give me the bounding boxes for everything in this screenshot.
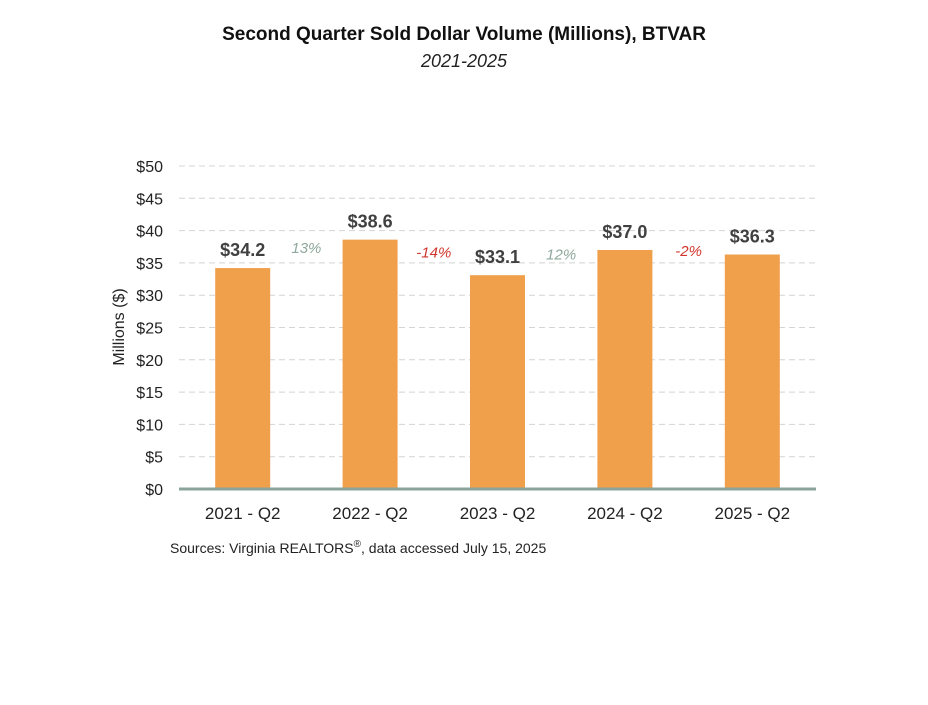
y-tick-label: $35 [136, 256, 163, 273]
change-label: 12% [546, 247, 576, 264]
change-label: -2% [675, 243, 702, 260]
bar [342, 239, 398, 489]
change-labels: 13% -14% 12% -2% [291, 240, 702, 263]
x-tick-label: 2023 - Q2 [460, 504, 536, 523]
bar [597, 249, 653, 489]
bar [724, 254, 780, 489]
y-tick-label: $25 [136, 321, 163, 338]
chart-subtitle: 2021-2025 [420, 51, 508, 71]
y-tick-label: $20 [136, 353, 163, 370]
y-tick-label: $45 [136, 191, 163, 208]
x-axis-ticks: 2021 - Q2 2022 - Q2 2023 - Q2 2024 - Q2 2025… [205, 504, 790, 523]
y-tick-label: $50 [136, 159, 163, 176]
y-tick-label: $0 [145, 482, 163, 499]
y-tick-label: $10 [136, 417, 163, 434]
bars [215, 239, 780, 489]
y-axis-label: Millions ($) [111, 288, 128, 365]
chart-title: Second Quarter Sold Dollar Volume (Milli… [222, 24, 706, 45]
source-note: Sources: Virginia REALTORS®, data access… [170, 539, 546, 556]
y-tick-label: $15 [136, 385, 163, 402]
y-tick-label: $30 [136, 288, 163, 305]
x-tick-label: 2021 - Q2 [205, 504, 281, 523]
change-label: -14% [416, 245, 451, 262]
y-tick-label: $40 [136, 224, 163, 241]
data-label: $38.6 [348, 212, 393, 232]
gridlines [179, 165, 816, 458]
data-label: $36.3 [730, 227, 775, 247]
y-axis-ticks: $0 $5 $10 $15 $20 $25 $30 $35 $40 $45 $50 [136, 159, 163, 499]
change-label: 13% [291, 240, 321, 257]
x-tick-label: 2022 - Q2 [332, 504, 408, 523]
value-labels: $34.2 $38.6 $33.1 $37.0 $36.3 [220, 212, 775, 268]
data-label: $34.2 [220, 240, 265, 260]
x-tick-label: 2025 - Q2 [714, 504, 790, 523]
data-label: $37.0 [602, 222, 647, 242]
bar [215, 268, 271, 489]
bar [470, 275, 525, 489]
data-label: $33.1 [475, 247, 520, 267]
x-tick-label: 2024 - Q2 [587, 504, 663, 523]
y-tick-label: $5 [145, 450, 163, 467]
